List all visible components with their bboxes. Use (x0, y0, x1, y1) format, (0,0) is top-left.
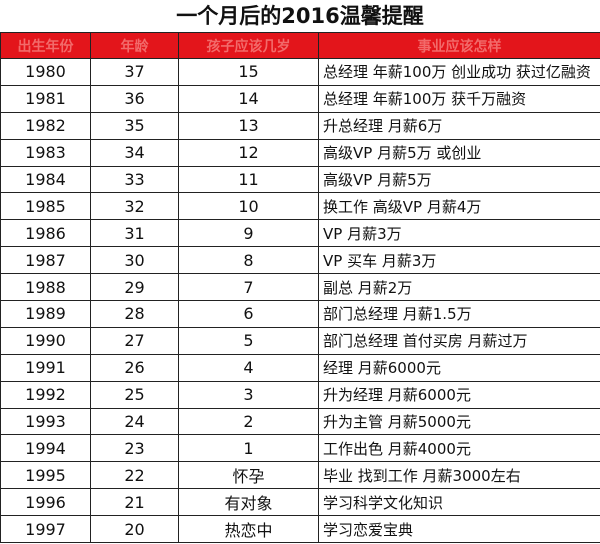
cell: 热恋中 (178, 515, 319, 544)
cell: 总经理 年薪100万 获千万融资 (318, 84, 600, 113)
cell: 毕业 找到工作 月薪3000左右 (318, 461, 600, 490)
cell: 1996 (0, 488, 91, 517)
cell: 有对象 (178, 488, 319, 517)
cell: 29 (90, 273, 179, 302)
cell: 33 (90, 165, 179, 194)
cell: 升为主管 月薪5000元 (318, 407, 600, 436)
cell: 1988 (0, 273, 91, 302)
cell: 31 (90, 219, 179, 248)
row: 1983 34 12 高级VP 月薪5万 或创业 (0, 138, 600, 167)
cell: VP 买车 月薪3万 (318, 246, 600, 275)
row: 1996 21 有对象 学习科学文化知识 (0, 488, 600, 517)
cell: 经理 月薪6000元 (318, 353, 600, 382)
cell: 升为经理 月薪6000元 (318, 380, 600, 409)
cell: 1 (178, 434, 319, 463)
cell: 3 (178, 380, 319, 409)
cell: 1980 (0, 58, 91, 86)
cell: 副总 月薪2万 (318, 273, 600, 302)
row: 1997 20 热恋中 学习恋爱宝典 (0, 515, 600, 544)
row: 1987 30 8 VP 买车 月薪3万 (0, 246, 600, 275)
title: 一个月后的2016温馨提醒 (176, 4, 424, 28)
row: 1995 22 怀孕 毕业 找到工作 月薪3000左右 (0, 461, 600, 490)
cell: 15 (178, 58, 319, 86)
cell: 1995 (0, 461, 91, 490)
cell: 12 (178, 138, 319, 167)
row: 1982 35 13 升总经理 月薪6万 (0, 111, 600, 140)
row: 1988 29 7 副总 月薪2万 (0, 273, 600, 302)
cell: 1984 (0, 165, 91, 194)
cell: 21 (90, 488, 179, 517)
cell: 4 (178, 353, 319, 382)
cell: 23 (90, 434, 179, 463)
cell: 1994 (0, 434, 91, 463)
cell: 学习科学文化知识 (318, 488, 600, 517)
row: 1980 37 15 总经理 年薪100万 创业成功 获过亿融资 (0, 58, 600, 86)
cell: 22 (90, 461, 179, 490)
cell: 1989 (0, 300, 91, 328)
cell: 37 (90, 58, 179, 86)
cell: 30 (90, 246, 179, 275)
cell: 13 (178, 111, 319, 140)
cell: 总经理 年薪100万 创业成功 获过亿融资 (318, 58, 600, 86)
header-row: 出生年份 年龄 孩子应该几岁 事业应该怎样 (0, 32, 600, 59)
cell: 2 (178, 407, 319, 436)
row: 1981 36 14 总经理 年薪100万 获千万融资 (0, 84, 600, 113)
row: 1991 26 4 经理 月薪6000元 (0, 353, 600, 382)
cell: 1992 (0, 380, 91, 409)
cell: 8 (178, 246, 319, 275)
cell: 28 (90, 300, 179, 328)
cell: 27 (90, 326, 179, 355)
cell: 9 (178, 219, 319, 248)
cell: 25 (90, 380, 179, 409)
cell: 怀孕 (178, 461, 319, 490)
row: 1992 25 3 升为经理 月薪6000元 (0, 380, 600, 409)
header-cell: 年龄 (90, 32, 179, 59)
header-cell: 事业应该怎样 (318, 32, 600, 59)
cell: 1985 (0, 192, 91, 221)
table-body: 1980 37 15 总经理 年薪100万 创业成功 获过亿融资 1981 36 14 总经理… (0, 58, 600, 544)
cell: 24 (90, 407, 179, 436)
row: 1986 31 9 VP 月薪3万 (0, 219, 600, 248)
cell: 1993 (0, 407, 91, 436)
cell: 34 (90, 138, 179, 167)
header-cell: 出生年份 (0, 32, 91, 59)
row: 1989 28 6 部门总经理 月薪1.5万 (0, 300, 600, 328)
cell: 26 (90, 353, 179, 382)
cell: 部门总经理 首付买房 月薪过万 (318, 326, 600, 355)
cell: 升总经理 月薪6万 (318, 111, 600, 140)
cell: 36 (90, 84, 179, 113)
row: 1985 32 10 换工作 高级VP 月薪4万 (0, 192, 600, 221)
row: 1990 27 5 部门总经理 首付买房 月薪过万 (0, 326, 600, 355)
row: 1984 33 11 高级VP 月薪5万 (0, 165, 600, 194)
cell: 7 (178, 273, 319, 302)
cell: VP 月薪3万 (318, 219, 600, 248)
header-cell: 孩子应该几岁 (178, 32, 319, 59)
cell: 工作出色 月薪4000元 (318, 434, 600, 463)
cell: 1990 (0, 326, 91, 355)
row: 1994 23 1 工作出色 月薪4000元 (0, 434, 600, 463)
cell: 1991 (0, 353, 91, 382)
cell: 20 (90, 515, 179, 544)
cell: 高级VP 月薪5万 或创业 (318, 138, 600, 167)
cell: 1997 (0, 515, 91, 544)
cell: 1986 (0, 219, 91, 248)
row: 1993 24 2 升为主管 月薪5000元 (0, 407, 600, 436)
cell: 14 (178, 84, 319, 113)
cell: 35 (90, 111, 179, 140)
cell: 11 (178, 165, 319, 194)
cell: 1987 (0, 246, 91, 275)
cell: 学习恋爱宝典 (318, 515, 600, 544)
cell: 换工作 高级VP 月薪4万 (318, 192, 600, 221)
cell: 10 (178, 192, 319, 221)
cell: 1983 (0, 138, 91, 167)
cell: 32 (90, 192, 179, 221)
cell: 5 (178, 326, 319, 355)
cell: 高级VP 月薪5万 (318, 165, 600, 194)
cell: 部门总经理 月薪1.5万 (318, 300, 600, 328)
cell: 6 (178, 300, 319, 328)
cell: 1981 (0, 84, 91, 113)
cell: 1982 (0, 111, 91, 140)
table: 出生年份 年龄 孩子应该几岁 事业应该怎样 1980 37 15 总经理 年薪100万 创业… (0, 32, 600, 544)
